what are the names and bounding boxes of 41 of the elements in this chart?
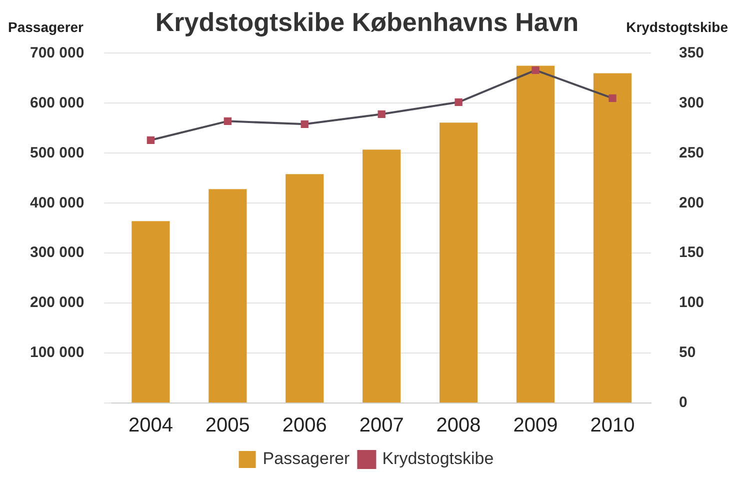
y2-tick-label: 300 — [678, 94, 704, 112]
bar — [132, 221, 170, 402]
y2-tick-label: 150 — [678, 244, 704, 262]
point — [224, 117, 232, 125]
y-tick-label: 400 000 — [30, 194, 84, 212]
y2-axis-title: Krydstogtskibe — [626, 19, 728, 36]
x-tick-label: 2007 — [359, 414, 404, 437]
bar — [208, 189, 247, 402]
bar — [516, 66, 555, 402]
y-tick-label: 700 000 — [30, 44, 84, 62]
x-tick-label: 2004 — [128, 414, 173, 437]
bar — [286, 174, 324, 402]
legend-label: Passagerer — [262, 449, 350, 468]
point — [532, 66, 540, 74]
y2-tick-label: 250 — [678, 144, 704, 162]
point — [608, 94, 616, 102]
y2-tick-label: 350 — [678, 44, 704, 62]
y2-tick-label: 200 — [678, 194, 704, 212]
bar — [362, 150, 401, 402]
point — [454, 98, 462, 106]
point — [300, 120, 308, 128]
y-tick-label: 200 000 — [30, 294, 84, 312]
y2-tick-label: 0 — [678, 394, 688, 412]
y-axis-title: Passagerer — [8, 19, 84, 36]
x-tick-label: 2006 — [282, 414, 327, 437]
y-tick-label: 300 000 — [30, 244, 84, 262]
x-tick-label: 2009 — [513, 414, 558, 437]
y2-tick-label: 100 — [678, 294, 704, 312]
y-tick-label: 500 000 — [30, 144, 84, 162]
point — [146, 136, 155, 144]
point — [378, 110, 386, 118]
x-tick-label: 2005 — [205, 414, 250, 437]
bar — [593, 73, 632, 402]
y2-tick-label: 50 — [678, 344, 696, 362]
y-tick-label: 100 000 — [30, 344, 84, 362]
chart-title: Krydstogtskibe Københavns Havn — [155, 6, 579, 37]
x-tick-label: 2008 — [436, 414, 481, 437]
y-tick-label: 600 000 — [30, 94, 84, 112]
x-tick-label: 2010 — [590, 414, 635, 437]
legend-label: Krydstogtskibe — [382, 449, 494, 468]
bar — [440, 122, 478, 402]
